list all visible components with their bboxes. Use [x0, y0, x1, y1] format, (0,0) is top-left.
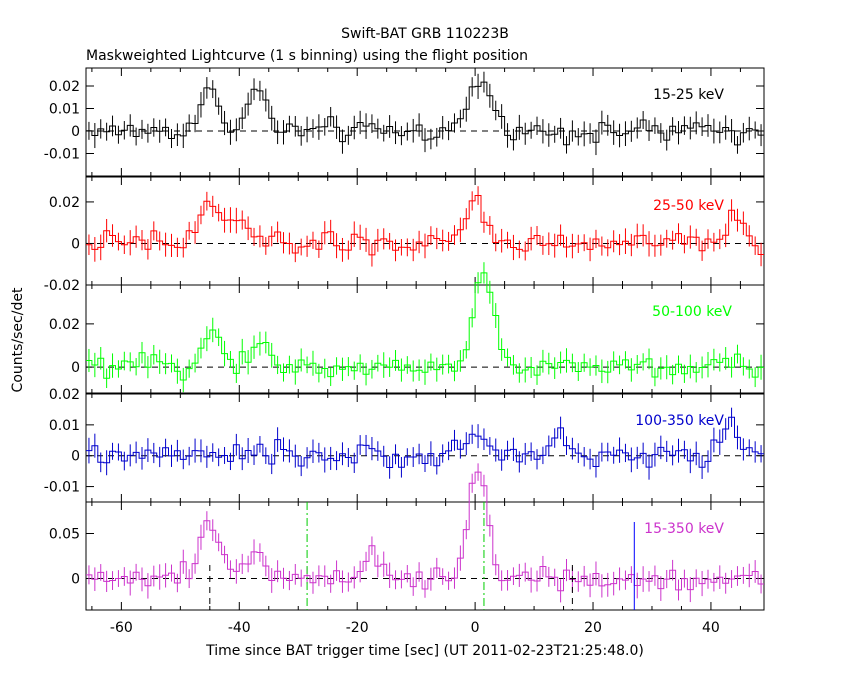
y-tick-label: 0: [71, 124, 80, 140]
y-tick-label: 0: [71, 572, 80, 588]
y-tick-label: 0.02: [49, 387, 80, 403]
y-tick-label: 0.02: [49, 79, 80, 95]
panel-label: 100-350 keV: [635, 413, 724, 429]
panel-frame: [85, 393, 765, 503]
x-axis-label: Time since BAT trigger time [sec] (UT 20…: [205, 643, 644, 659]
y-tick-label: 0.05: [49, 527, 80, 543]
y-tick-label: -0.01: [44, 147, 80, 163]
panel-label: 15-350 keV: [644, 521, 724, 537]
y-tick-label: 0: [71, 449, 80, 465]
y-axis-label: Counts/sec/det: [10, 287, 26, 392]
y-tick-label: -0.02: [44, 278, 80, 294]
y-tick-label: 0.02: [49, 195, 80, 211]
y-tick-label: 0.01: [49, 418, 80, 434]
panels-group: -0.01 0 0.01 0.02 15-25 keV -0.02 0 0.02 25-50 k…: [44, 67, 765, 636]
y-tick-label: 0.01: [49, 102, 80, 118]
panel-label: 50-100 keV: [652, 304, 732, 320]
panel-2: 0 0.02 50-100 keV: [49, 262, 765, 394]
x-tick-label: -60: [110, 620, 133, 636]
panel-label: 15-25 keV: [653, 87, 724, 103]
panel-frame: [85, 501, 765, 611]
x-tick-label: -20: [346, 620, 369, 636]
y-tick-label: 0: [71, 360, 80, 376]
x-tick-label: 0: [471, 620, 480, 636]
panel-0: -0.01 0 0.01 0.02 15-25 keV: [44, 67, 765, 177]
panel-frame: [85, 284, 765, 394]
panel-1: -0.02 0 0.02 25-50 keV: [44, 176, 765, 294]
panel-4: 0 0.05 15-350 keV: [49, 463, 765, 611]
x-tick-label: 40: [702, 620, 720, 636]
panel-label: 25-50 keV: [653, 198, 724, 214]
panel-3: -0.01 0 0.01 0.02 100-350 keV: [44, 387, 765, 503]
x-tick-label: 20: [584, 620, 602, 636]
chart-subtitle: Maskweighted Lightcurve (1 s binning) us…: [86, 48, 528, 64]
panel-frame: [85, 67, 765, 177]
y-tick-label: 0: [71, 236, 80, 252]
series-line: [86, 81, 764, 146]
y-tick-label: 0.02: [49, 317, 80, 333]
chart-title: Swift-BAT GRB 110223B: [341, 26, 509, 42]
series-line: [86, 416, 764, 468]
y-tick-label: -0.01: [44, 480, 80, 496]
x-tick-label: -40: [228, 620, 251, 636]
